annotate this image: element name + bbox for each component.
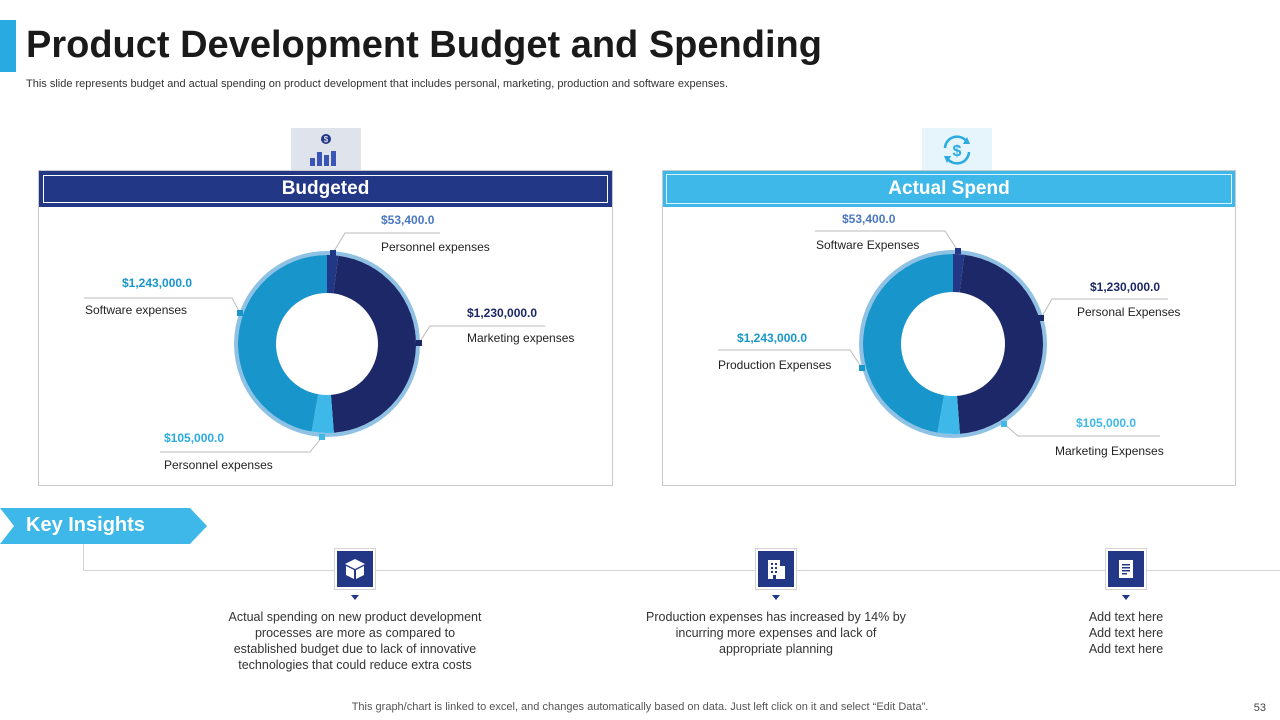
document-icon: [1105, 548, 1147, 590]
insight-line: Add text here: [1088, 626, 1164, 640]
footer-note: This graph/chart is linked to excel, and…: [351, 701, 929, 713]
box-icon: [334, 548, 376, 590]
insight-line: incurring more expenses and lack of: [675, 626, 877, 640]
title-accent-bar: [0, 20, 16, 72]
bar-chart-dollar-icon: $: [291, 128, 361, 172]
budgeted-header: Budgeted: [39, 171, 612, 207]
timeline-connector: [83, 544, 84, 570]
page-title: Product Development Budget and Spending: [26, 24, 822, 66]
page-number: 53: [1253, 702, 1266, 714]
insight-line: Add text here: [1088, 642, 1164, 656]
caret-down-icon: [1122, 595, 1130, 600]
caret-down-icon: [772, 595, 780, 600]
caret-down-icon: [351, 595, 359, 600]
insight-line: processes are more as compared to: [254, 626, 456, 640]
svg-text:$: $: [324, 135, 329, 144]
key-insights-title: Key Insights: [26, 514, 145, 536]
insight-text-3: Add text here Add text here Add text her…: [1026, 609, 1226, 657]
insight-text-1: Actual spending on new product developme…: [205, 609, 505, 673]
building-icon: [755, 548, 797, 590]
actual-spend-panel: Actual Spend: [662, 170, 1236, 486]
insight-line: established budget due to lack of innova…: [233, 642, 477, 656]
insight-text-2: Production expenses has increased by 14%…: [626, 609, 926, 657]
page-subtitle: This slide represents budget and actual …: [26, 78, 728, 90]
insight-line: Production expenses has increased by 14%…: [646, 610, 906, 624]
dollar-refresh-icon: $: [922, 128, 992, 172]
insight-line: appropriate planning: [719, 642, 833, 656]
insight-line: technologies that could reduce extra cos…: [238, 658, 472, 672]
actual-spend-header: Actual Spend: [663, 171, 1235, 207]
timeline-line: [83, 570, 1280, 571]
budgeted-panel: Budgeted: [38, 170, 613, 486]
insight-line: Actual spending on new product developme…: [228, 610, 482, 624]
key-insights-banner: [0, 508, 207, 544]
svg-text:$: $: [953, 143, 962, 160]
insight-line: Add text here: [1088, 610, 1164, 624]
